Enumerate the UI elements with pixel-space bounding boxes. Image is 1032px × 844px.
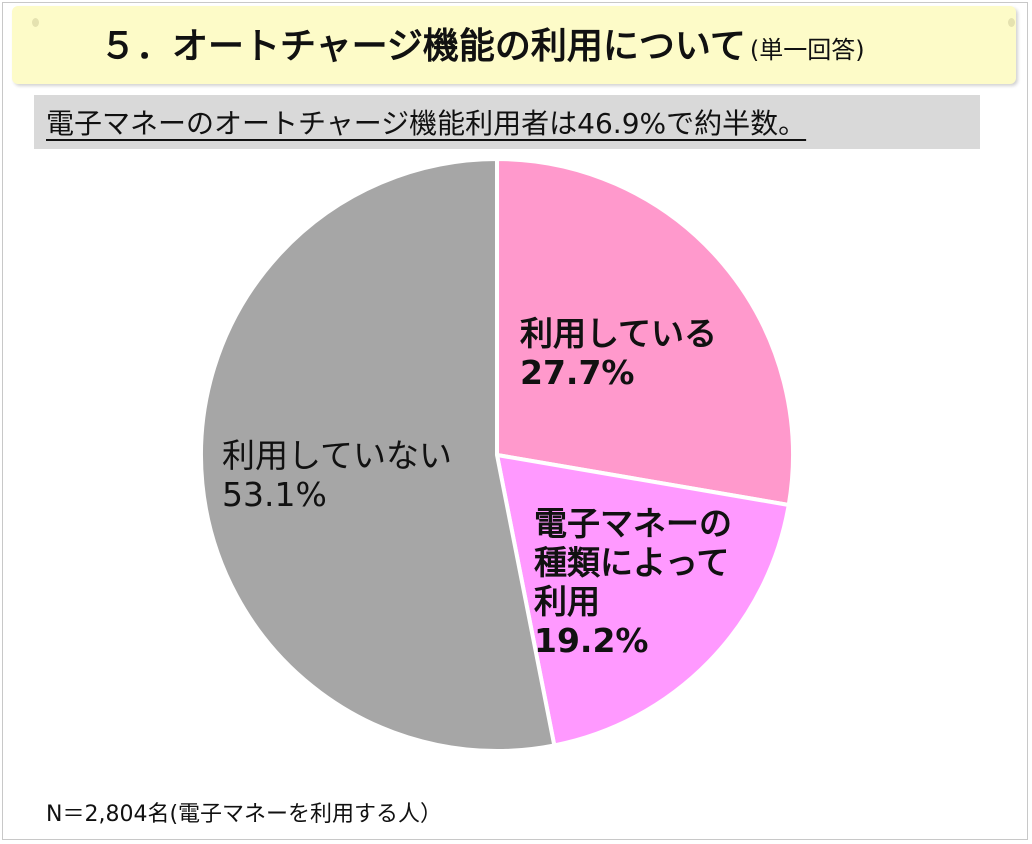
slice-label-depends-value: 19.2% xyxy=(534,621,649,660)
banner-corner-dot-left xyxy=(32,18,39,27)
sample-size-note: N＝2,804名(電子マネーを利用する人） xyxy=(46,802,443,827)
banner-corner-dot-right xyxy=(1008,18,1015,27)
slice-label-depends-line2: 種類によって xyxy=(534,543,730,582)
summary-text: 電子マネーのオートチャージ機能利用者は46.9%で約半数。 xyxy=(46,107,807,140)
slice-label-using-value: 27.7% xyxy=(520,353,635,392)
pie-slices xyxy=(199,157,795,753)
pie-slice-using xyxy=(495,157,795,507)
slice-label-not-using: 利用していない 53.1% xyxy=(222,436,452,514)
page-title-text: ５．オートチャージ機能の利用について xyxy=(100,26,746,67)
slice-label-using-name: 利用している xyxy=(520,314,718,353)
slice-label-depends: 電子マネーの 種類によって 利用 19.2% xyxy=(534,504,732,660)
title-banner xyxy=(12,6,1016,84)
slice-label-not-using-value: 53.1% xyxy=(222,475,327,514)
summary-banner xyxy=(34,95,980,149)
pie-slice-not-using xyxy=(199,157,557,753)
page-title: ５．オートチャージ機能の利用について (単一回答) xyxy=(100,17,865,69)
pie-slice-depends xyxy=(495,453,791,748)
slice-label-not-using-name: 利用していない xyxy=(222,436,453,475)
slice-label-depends-line1: 電子マネーの xyxy=(534,504,732,543)
answer-type-note: (単一回答) xyxy=(749,36,865,64)
slice-label-using: 利用している 27.7% xyxy=(520,314,717,392)
slice-label-depends-line3: 利用 xyxy=(534,582,600,621)
